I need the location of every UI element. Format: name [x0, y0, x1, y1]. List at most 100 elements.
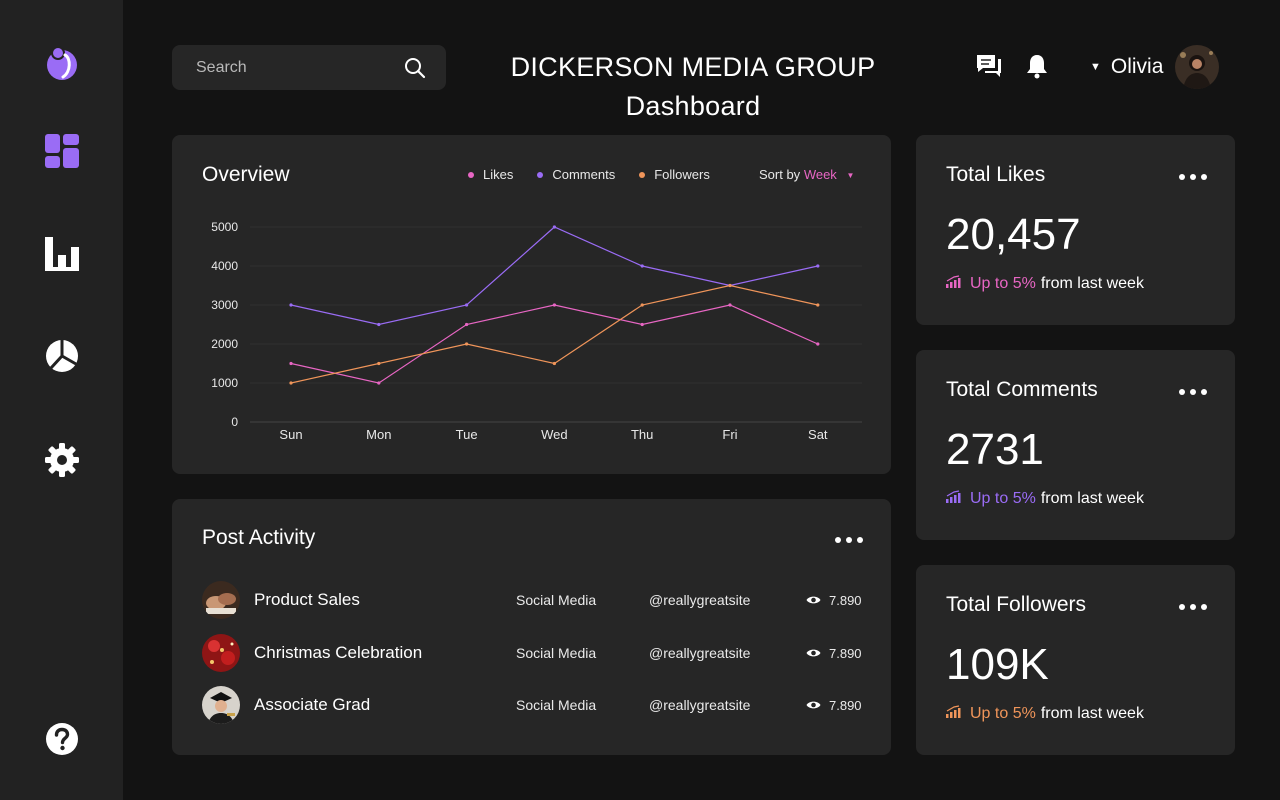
data-point [465, 322, 469, 327]
x-tick-label: Mon [366, 427, 391, 442]
legend-dot [639, 171, 646, 178]
post-thumbnail [202, 634, 240, 672]
stat-trend: Up to 5% from last week [946, 705, 1144, 723]
legend-dot [537, 171, 544, 178]
legend-label: Comments [552, 167, 616, 182]
overview-card: Overview Likes Comments Followers Sort b… [172, 135, 891, 474]
stat-label: Total Followers [946, 593, 1087, 616]
data-point [377, 361, 381, 366]
post-view-count: 7.890 [829, 592, 862, 608]
post-view-count: 7.890 [829, 645, 862, 661]
more-options-icon[interactable] [835, 535, 863, 545]
data-point [552, 303, 556, 307]
stat-trend: Up to 5% from last week [946, 275, 1144, 293]
y-tick-label: 3000 [211, 298, 238, 312]
data-point [377, 322, 381, 327]
notification-bell-icon[interactable] [1023, 52, 1051, 80]
help-icon[interactable] [44, 721, 80, 757]
trend-up-icon [946, 490, 962, 508]
trend-rest: from last week [1040, 275, 1144, 292]
stat-value: 2731 [946, 425, 1044, 474]
user-name: Olivia [1110, 55, 1164, 78]
data-point [289, 381, 293, 385]
post-name: Product Sales [254, 590, 360, 609]
dashboard-icon[interactable] [44, 133, 80, 169]
avatar[interactable] [1175, 45, 1220, 89]
data-point [465, 342, 469, 346]
search-input[interactable] [196, 58, 403, 77]
more-options-icon[interactable] [1179, 602, 1207, 612]
logo-icon[interactable] [44, 46, 80, 82]
post-handle: @reallygreatsite [649, 645, 751, 661]
data-point [465, 303, 469, 307]
legend-label: Likes [483, 167, 514, 182]
data-point [728, 303, 732, 307]
data-point [640, 303, 644, 307]
data-point [728, 283, 732, 288]
data-point [640, 264, 644, 268]
stat-value: 109K [946, 640, 1049, 689]
overview-line-chart: 0 1000 2000 3000 4000 5000 Sun Mon Tue Wed Thu Fri S… [211, 220, 862, 442]
table-row[interactable]: Christmas Celebration Social Media @real… [202, 634, 862, 672]
trend-up-icon [946, 275, 962, 293]
stat-label: Total Likes [946, 163, 1046, 186]
trend-highlight: Up to 5% [970, 275, 1036, 292]
post-views: 7.890 [806, 646, 862, 661]
sort-dropdown[interactable]: Sort by Week ▼ [759, 167, 854, 182]
eye-icon [806, 648, 821, 658]
x-tick-label: Sat [808, 427, 828, 442]
legend-label: Followers [654, 167, 710, 182]
data-point [552, 225, 556, 229]
total-followers-card: Total Followers 109K Up to 5% from last … [916, 565, 1235, 755]
eye-icon [806, 595, 821, 605]
settings-icon[interactable] [44, 442, 80, 478]
chevron-down-icon: ▼ [1090, 61, 1101, 73]
bar-chart-icon[interactable] [44, 236, 80, 272]
messages-icon[interactable] [975, 52, 1003, 80]
more-options-icon[interactable] [1179, 172, 1207, 182]
stat-value: 20,457 [946, 210, 1081, 259]
post-category: Social Media [516, 645, 597, 661]
data-point [377, 381, 381, 385]
chevron-down-icon: ▼ [846, 171, 855, 180]
pie-chart-icon[interactable] [44, 338, 80, 374]
sidebar [0, 0, 123, 800]
legend-item-followers[interactable]: Followers [639, 167, 710, 182]
legend-item-likes[interactable]: Likes [468, 167, 513, 182]
total-comments-card: Total Comments 2731 Up to 5% from last w… [916, 350, 1235, 540]
trend-highlight: Up to 5% [970, 490, 1036, 507]
trend-rest: from last week [1040, 490, 1144, 507]
x-tick-label: Thu [631, 427, 653, 442]
series-line-comments [290, 226, 818, 326]
y-tick-label: 0 [231, 415, 238, 429]
table-row[interactable]: Product Sales Social Media @reallygreats… [202, 581, 862, 619]
page-title: DICKERSON MEDIA GROUP Dashboard [480, 48, 906, 126]
trend-highlight: Up to 5% [970, 705, 1036, 722]
trend-rest: from last week [1040, 705, 1144, 722]
post-name: Christmas Celebration [254, 643, 423, 662]
data-point [552, 361, 556, 366]
post-category: Social Media [516, 592, 597, 608]
x-tick-label: Fri [722, 427, 737, 442]
y-tick-label: 1000 [211, 376, 238, 390]
post-views: 7.890 [806, 698, 862, 713]
post-activity-title: Post Activity [202, 526, 316, 549]
post-name: Associate Grad [254, 695, 371, 714]
post-activity-card: Post Activity Product Sales Social Media… [172, 499, 891, 755]
post-handle: @reallygreatsite [649, 592, 751, 608]
overview-title: Overview [202, 163, 290, 186]
dashboard-title: Dashboard [625, 91, 761, 121]
stat-label: Total Comments [946, 378, 1098, 401]
post-handle: @reallygreatsite [649, 697, 751, 713]
table-row[interactable]: Associate Grad Social Media @reallygreat… [202, 686, 862, 724]
trend-up-icon [946, 705, 962, 723]
search-icon[interactable] [403, 56, 426, 80]
total-likes-card: Total Likes 20,457 Up to 5% from last we… [916, 135, 1235, 325]
user-menu[interactable]: ▼ Olivia [1090, 45, 1220, 89]
y-tick-label: 5000 [211, 220, 238, 234]
legend-dot [468, 171, 474, 178]
more-options-icon[interactable] [1179, 387, 1207, 397]
y-tick-label: 2000 [211, 337, 238, 351]
legend-item-comments[interactable]: Comments [537, 167, 615, 182]
data-point [816, 342, 820, 346]
